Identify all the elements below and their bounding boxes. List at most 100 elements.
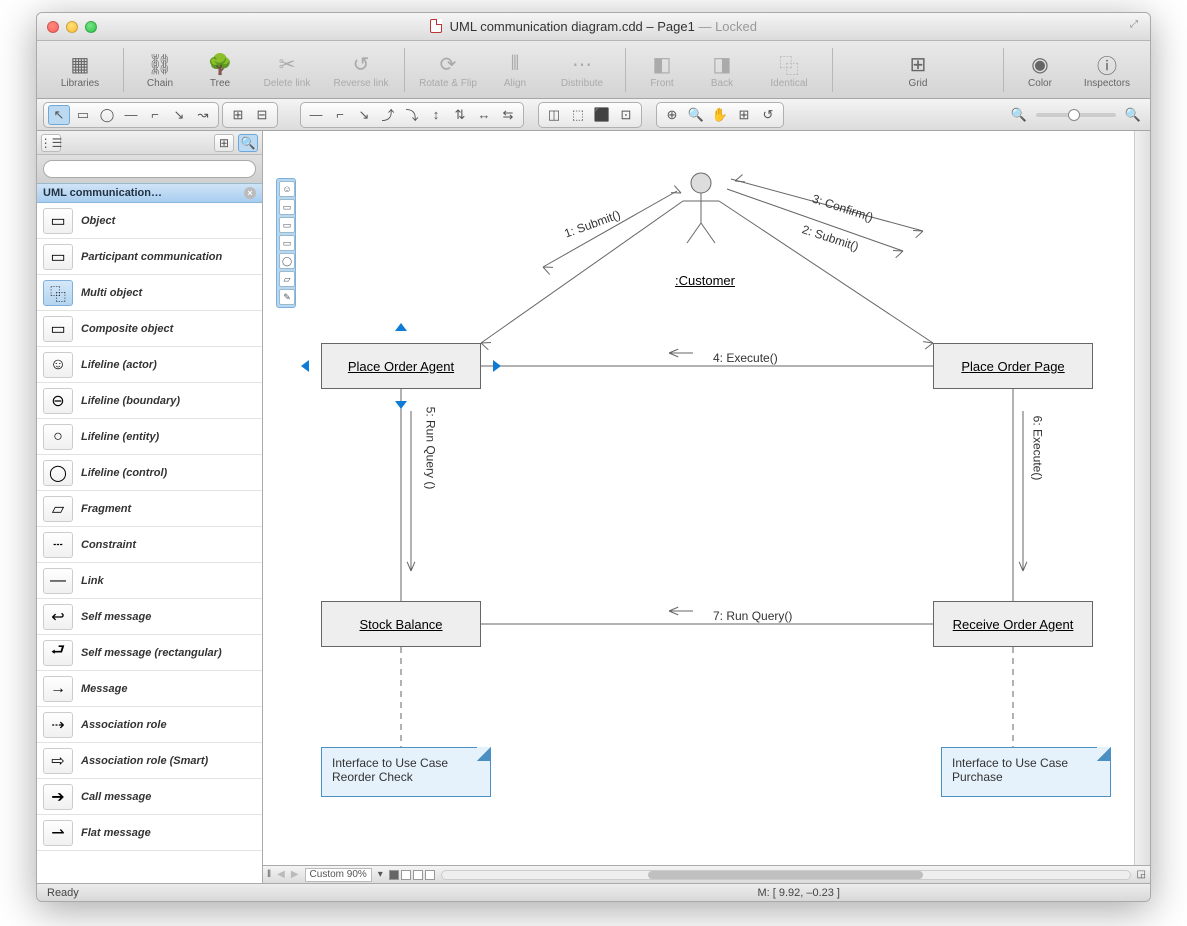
zoom-button[interactable]: 🔍 <box>685 105 707 125</box>
connector-button[interactable]: ⌐ <box>144 105 166 125</box>
library-close-icon[interactable]: × <box>244 187 256 199</box>
selection-handle[interactable] <box>493 360 501 372</box>
line-button[interactable]: — <box>120 105 142 125</box>
delete-link-button: ✂Delete link <box>252 44 322 96</box>
rotate-button[interactable]: ↺ <box>757 105 779 125</box>
pan-button[interactable]: ✋ <box>709 105 731 125</box>
shape-composite-object[interactable]: ▭Composite object <box>37 311 262 347</box>
page-tabs[interactable] <box>389 870 435 880</box>
library-header[interactable]: UML communication… × <box>37 183 262 203</box>
close-window-button[interactable] <box>47 21 59 33</box>
tray-btn-4[interactable]: ◯ <box>279 253 295 269</box>
l7-button[interactable]: ⇅ <box>449 105 471 125</box>
chain-button[interactable]: ⛓Chain <box>132 44 188 96</box>
l9-button[interactable]: ⇆ <box>497 105 519 125</box>
shape-lifeline-control[interactable]: ◯Lifeline (control) <box>37 455 262 491</box>
shape-fragment[interactable]: ▱Fragment <box>37 491 262 527</box>
zoom-select[interactable]: Custom 90% <box>305 868 372 882</box>
selection-handle[interactable] <box>395 323 407 331</box>
library-search-input[interactable] <box>43 160 256 178</box>
shape-self-message-rect[interactable]: ⮐Self message (rectangular) <box>37 635 262 671</box>
search-library-icon[interactable]: 🔍 <box>238 134 258 152</box>
zoom-in-button[interactable]: 🔍 <box>1122 105 1144 125</box>
composite-object-icon: ▭ <box>43 316 73 342</box>
object-receive-order-agent[interactable]: Receive Order Agent <box>933 601 1093 647</box>
libraries-button[interactable]: ▦Libraries <box>45 44 115 96</box>
l8-button[interactable]: ↔ <box>473 105 495 125</box>
l6-button[interactable]: ↕ <box>425 105 447 125</box>
shape-self-message[interactable]: ↩Self message <box>37 599 262 635</box>
curve-button[interactable]: ↝ <box>192 105 214 125</box>
shape-lifeline-entity[interactable]: ○Lifeline (entity) <box>37 419 262 455</box>
note-note-purchase[interactable]: Interface to Use Case Purchase <box>941 747 1111 797</box>
tray-btn-0[interactable]: ☺ <box>279 181 295 197</box>
page-prev-icon[interactable]: ◀ <box>277 869 285 880</box>
grid-view-icon[interactable]: ⊞ <box>214 134 234 152</box>
shape-association-role[interactable]: ⇢Association role <box>37 707 262 743</box>
tray-btn-1[interactable]: ▭ <box>279 199 295 215</box>
shape-object[interactable]: ▭Object <box>37 203 262 239</box>
object-place-order-page[interactable]: Place Order Page <box>933 343 1093 389</box>
tree-view-icon[interactable]: ⋮☰ <box>41 134 61 152</box>
note-note-reorder[interactable]: Interface to Use Case Reorder Check <box>321 747 491 797</box>
l3-button[interactable]: ↘ <box>353 105 375 125</box>
self-message-rect-icon: ⮐ <box>43 640 73 666</box>
target-button[interactable]: ⊕ <box>661 105 683 125</box>
l4-button[interactable]: ⤴ <box>377 105 399 125</box>
drawing-canvas[interactable]: Place Order Agent Place Order Page Stock B… <box>263 131 1150 865</box>
shape-link[interactable]: —Link <box>37 563 262 599</box>
zoom-window-button[interactable] <box>85 21 97 33</box>
select-button[interactable]: ↖ <box>48 105 70 125</box>
page-config-icon[interactable]: ◲ <box>1137 869 1146 880</box>
shape-flat-message[interactable]: ⇀Flat message <box>37 815 262 851</box>
l5-button[interactable]: ⤵ <box>401 105 423 125</box>
object-place-order-agent[interactable]: Place Order Agent <box>321 343 481 389</box>
grid2-button[interactable]: ⊞ <box>733 105 755 125</box>
horizontal-scrollbar[interactable] <box>441 870 1131 880</box>
l1-button[interactable]: — <box>305 105 327 125</box>
minimize-window-button[interactable] <box>66 21 78 33</box>
selection-handle[interactable] <box>395 401 407 409</box>
rect-button[interactable]: ▭ <box>72 105 94 125</box>
tray-btn-5[interactable]: ▱ <box>279 271 295 287</box>
shape-constraint[interactable]: ┄Constraint <box>37 527 262 563</box>
zoom-out-button[interactable]: 🔍 <box>1008 105 1030 125</box>
vertical-scrollbar[interactable] <box>1134 131 1150 865</box>
collapse-button[interactable]: ⊟ <box>251 105 273 125</box>
shape-lifeline-boundary[interactable]: ⊖Lifeline (boundary) <box>37 383 262 419</box>
tray-btn-6[interactable]: ✎ <box>279 289 295 305</box>
reverse-link-button: ↺Reverse link <box>326 44 396 96</box>
grid-button[interactable]: ⊞Grid <box>890 44 946 96</box>
sq4-button[interactable]: ⊡ <box>615 105 637 125</box>
shape-multi-object[interactable]: ⿻Multi object <box>37 275 262 311</box>
zoom-dropdown-icon[interactable]: ▾ <box>378 869 383 880</box>
fullscreen-icon[interactable]: ⤢ <box>1130 19 1144 33</box>
object-stock-balance[interactable]: Stock Balance <box>321 601 481 647</box>
ellipse-button[interactable]: ◯ <box>96 105 118 125</box>
sq2-button[interactable]: ⬚ <box>567 105 589 125</box>
tree-button[interactable]: 🌳Tree <box>192 44 248 96</box>
sq1-button[interactable]: ◫ <box>543 105 565 125</box>
canvas-bottom-bar: ‖ ◀ ▶ Custom 90% ▾ ◲ <box>263 865 1150 883</box>
selection-handle[interactable] <box>301 360 309 372</box>
message-label-m5: 5: Run Query () <box>423 407 437 490</box>
expand-button[interactable]: ⊞ <box>227 105 249 125</box>
page-nav-icon[interactable]: ‖ <box>267 869 271 880</box>
tray-btn-3[interactable]: ▭ <box>279 235 295 251</box>
page-next-icon[interactable]: ▶ <box>291 869 299 880</box>
tray-btn-2[interactable]: ▭ <box>279 217 295 233</box>
shape-call-message[interactable]: ➔Call message <box>37 779 262 815</box>
inspectors-icon: ⓘ <box>1093 50 1121 78</box>
shape-message[interactable]: →Message <box>37 671 262 707</box>
shape-lifeline-actor[interactable]: ☺Lifeline (actor) <box>37 347 262 383</box>
shape-association-role-smart[interactable]: ⇨Association role (Smart) <box>37 743 262 779</box>
multi-object-icon: ⿻ <box>43 280 73 306</box>
inspectors-button[interactable]: ⓘInspectors <box>1072 44 1142 96</box>
shape-participant-communication[interactable]: ▭Participant communication <box>37 239 262 275</box>
color-button[interactable]: ◉Color <box>1012 44 1068 96</box>
quick-shape-tray[interactable]: ☺ ▭ ▭ ▭ ◯ ▱ ✎ <box>276 178 296 308</box>
arrow-button[interactable]: ↘ <box>168 105 190 125</box>
l2-button[interactable]: ⌐ <box>329 105 351 125</box>
sq3-button[interactable]: ⬛ <box>591 105 613 125</box>
zoom-slider[interactable] <box>1036 113 1116 117</box>
